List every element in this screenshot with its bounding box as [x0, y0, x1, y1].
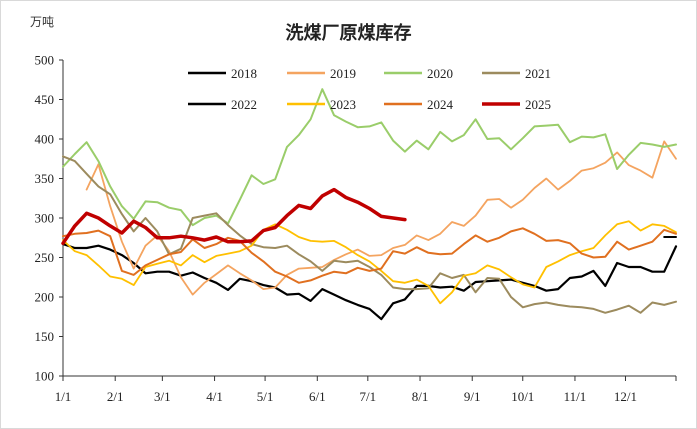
x-tick-label: 8/1: [412, 389, 429, 404]
legend-label-2023: 2023: [330, 97, 356, 112]
chart-title: 洗煤厂原煤库存: [285, 23, 412, 44]
y-tick-label: 300: [35, 211, 55, 226]
series-line-2019: [85, 140, 677, 296]
y-tick-label: 500: [35, 53, 55, 68]
y-axis-unit-label: 万吨: [30, 15, 55, 29]
x-tick-label: 11/1: [564, 389, 587, 404]
legend-label-2018: 2018: [231, 66, 257, 81]
x-tick-label: 7/1: [360, 389, 377, 404]
series-line-2024: [62, 227, 677, 284]
x-tick-label: 1/1: [55, 389, 72, 404]
x-tick-label: 2/1: [107, 389, 124, 404]
series-line-2018: [61, 243, 678, 321]
legend-label-2020: 2020: [427, 66, 453, 81]
x-tick-label: 9/1: [464, 389, 481, 404]
y-tick-label: 400: [35, 132, 55, 147]
y-tick-label: 350: [35, 171, 55, 186]
series-line-2025: [61, 187, 407, 246]
series-line-2021: [62, 155, 677, 314]
y-tick-label: 450: [35, 92, 55, 107]
series-line-2020: [62, 88, 677, 227]
x-tick-label: 5/1: [257, 389, 274, 404]
x-tick-label: 10/1: [511, 389, 534, 404]
x-tick-label: 4/1: [206, 389, 223, 404]
y-tick-label: 200: [35, 290, 55, 305]
y-tick-label: 250: [35, 250, 55, 265]
legend-label-2024: 2024: [427, 97, 454, 112]
y-tick-label: 100: [35, 369, 55, 384]
y-tick-label: 150: [35, 329, 55, 344]
x-tick-label: 6/1: [309, 389, 326, 404]
legend-label-2019: 2019: [330, 66, 356, 81]
series-line-2023: [62, 220, 677, 305]
legend-label-2022: 2022: [231, 97, 257, 112]
x-tick-label: 12/1: [614, 389, 637, 404]
legend-label-2025: 2025: [525, 97, 551, 112]
x-tick-label: 3/1: [154, 389, 171, 404]
legend-label-2021: 2021: [525, 66, 551, 81]
